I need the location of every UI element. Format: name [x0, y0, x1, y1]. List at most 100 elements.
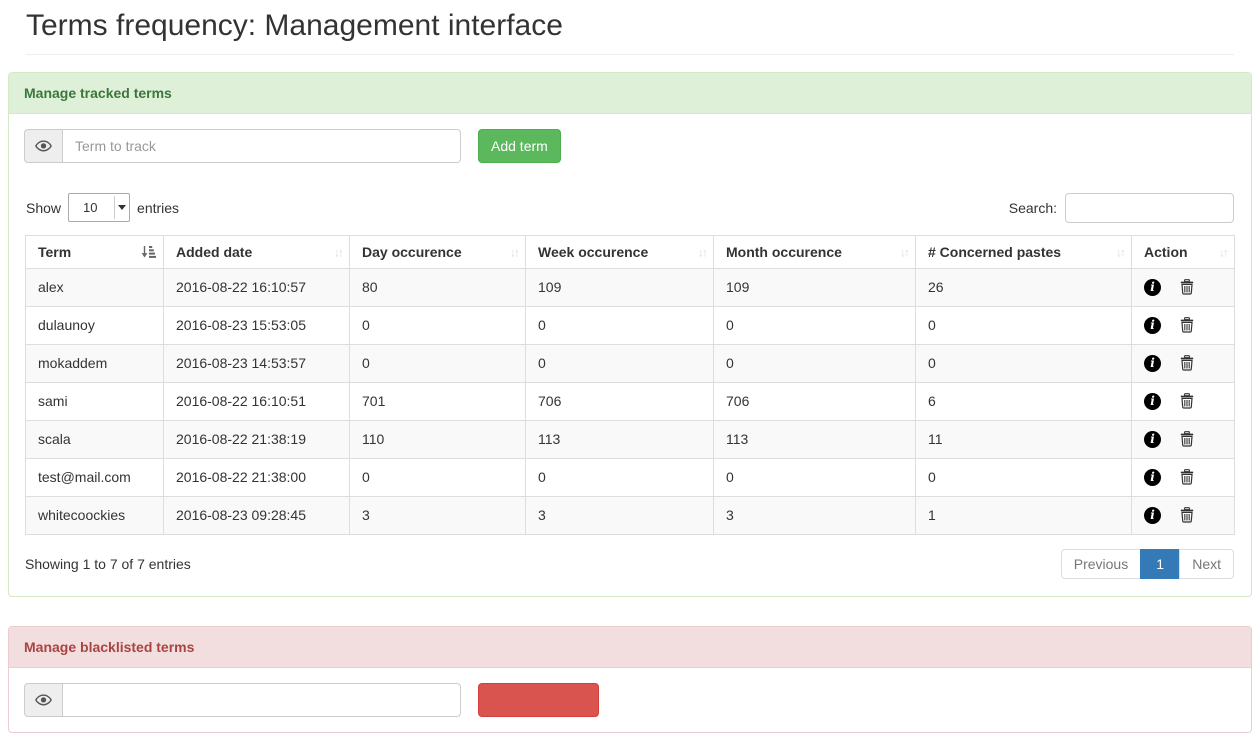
pagination-next-button[interactable]: Next: [1179, 548, 1234, 579]
term-input[interactable]: [62, 128, 461, 163]
term-cell: scala: [25, 419, 164, 459]
delete-term-button[interactable]: [1180, 355, 1194, 371]
concerned-pastes-cell: 0: [915, 457, 1132, 497]
column-header-month-occurence[interactable]: Month occurence ↓↑: [713, 234, 916, 269]
add-term-row: Add term: [24, 128, 1236, 163]
table-row: sami 2016-08-22 16:10:51 701 706 706 6 i: [25, 381, 1235, 421]
table-row: test@mail.com 2016-08-22 21:38:00 0 0 0 0 i: [25, 457, 1235, 497]
page-length-select-wrap: 10: [68, 193, 131, 222]
sort-both-icon: ↓↑: [1116, 245, 1126, 259]
added-date-cell: 2016-08-23 14:53:57: [163, 343, 350, 383]
pagination: Previous 1 Next: [1060, 548, 1234, 579]
table-header-row: Term Added date ↓↑ Day occurence ↓↑ Week occu…: [25, 234, 1235, 269]
term-cell: mokaddem: [25, 343, 164, 383]
action-cell: i: [1131, 343, 1235, 383]
add-term-button[interactable]: Add term: [478, 128, 561, 163]
info-circle-icon[interactable]: i: [1144, 392, 1161, 410]
trash-icon: [1180, 469, 1194, 485]
sort-both-icon: ↓↑: [510, 245, 520, 259]
day-occurence-cell: 0: [349, 343, 526, 383]
sort-both-icon: ↓↑: [900, 245, 910, 259]
table-row: mokaddem 2016-08-23 14:53:57 0 0 0 0 i: [25, 343, 1235, 383]
entries-label: entries: [137, 199, 180, 216]
day-occurence-cell: 701: [349, 381, 526, 421]
column-header-day-occurence[interactable]: Day occurence ↓↑: [349, 234, 526, 269]
title-divider: [26, 53, 1234, 55]
tracked-terms-table: Term Added date ↓↑ Day occurence ↓↑ Week occu…: [25, 234, 1235, 535]
sort-both-icon: ↓↑: [1219, 245, 1229, 259]
action-cell: i: [1131, 305, 1235, 345]
column-header-label: Week occurence: [538, 243, 649, 260]
term-cell: sami: [25, 381, 164, 421]
delete-term-button[interactable]: [1180, 431, 1194, 447]
table-row: dulaunoy 2016-08-23 15:53:05 0 0 0 0 i: [25, 305, 1235, 345]
concerned-pastes-cell: 26: [915, 267, 1132, 307]
added-date-cell: 2016-08-22 21:38:19: [163, 419, 350, 459]
table-controls: Show 10 entries Search:: [26, 192, 1234, 223]
concerned-pastes-cell: 6: [915, 381, 1132, 421]
add-blacklist-row: [24, 682, 1236, 717]
sort-both-icon: ↓↑: [698, 245, 708, 259]
action-cell: i: [1131, 457, 1235, 497]
page-length-select[interactable]: 10: [68, 193, 131, 222]
month-occurence-cell: 3: [713, 495, 916, 535]
delete-term-button[interactable]: [1180, 469, 1194, 485]
info-circle-icon[interactable]: i: [1144, 316, 1161, 334]
column-header-label: Action: [1144, 243, 1188, 260]
table-row: scala 2016-08-22 21:38:19 110 113 113 11 i: [25, 419, 1235, 459]
trash-icon: [1180, 317, 1194, 333]
info-circle-icon[interactable]: i: [1144, 430, 1161, 448]
term-input-addon: [24, 128, 62, 163]
info-circle-icon[interactable]: i: [1144, 468, 1161, 486]
column-header-added-date[interactable]: Added date ↓↑: [163, 234, 350, 269]
column-header-label: Month occurence: [726, 243, 842, 260]
blacklisted-terms-panel-heading: Manage blacklisted terms: [9, 626, 1251, 668]
week-occurence-cell: 109: [525, 267, 714, 307]
week-occurence-cell: 113: [525, 419, 714, 459]
show-label: Show: [26, 199, 62, 216]
week-occurence-cell: 0: [525, 457, 714, 497]
sort-both-icon: ↓↑: [334, 245, 344, 259]
table-search-control: Search:: [1008, 192, 1234, 223]
trash-icon: [1180, 431, 1194, 447]
month-occurence-cell: 0: [713, 343, 916, 383]
column-header-action[interactable]: Action ↓↑: [1131, 234, 1235, 269]
pagination-page-1-button[interactable]: 1: [1140, 548, 1181, 579]
eye-icon: [35, 693, 52, 705]
table-info: Showing 1 to 7 of 7 entries: [25, 555, 191, 572]
delete-term-button[interactable]: [1180, 317, 1194, 333]
concerned-pastes-cell: 0: [915, 343, 1132, 383]
info-circle-icon[interactable]: i: [1144, 354, 1161, 372]
added-date-cell: 2016-08-22 16:10:51: [163, 381, 350, 421]
action-cell: i: [1131, 419, 1235, 459]
search-input[interactable]: [1065, 192, 1234, 223]
blacklisted-terms-panel: Manage blacklisted terms: [8, 625, 1252, 733]
table-row: whitecoockies 2016-08-23 09:28:45 3 3 3 1 i: [25, 495, 1235, 535]
blacklist-term-input[interactable]: [62, 682, 461, 717]
search-label: Search:: [1008, 199, 1057, 216]
column-header-term[interactable]: Term: [25, 234, 164, 269]
page-title: Terms frequency: Management interface: [26, 9, 563, 42]
column-header-label: Added date: [176, 243, 253, 260]
delete-term-button[interactable]: [1180, 393, 1194, 409]
delete-term-button[interactable]: [1180, 507, 1194, 523]
action-cell: i: [1131, 267, 1235, 307]
column-header-label: Term: [38, 243, 72, 260]
blacklist-input-group: [24, 682, 461, 717]
info-circle-icon[interactable]: i: [1144, 506, 1161, 524]
table-footer: Showing 1 to 7 of 7 entries Previous 1 N…: [25, 548, 1234, 579]
column-header-concerned-pastes[interactable]: # Concerned pastes ↓↑: [915, 234, 1132, 269]
blacklist-term-button[interactable]: [478, 682, 599, 717]
delete-term-button[interactable]: [1180, 279, 1194, 295]
pagination-previous-button[interactable]: Previous: [1060, 548, 1142, 579]
added-date-cell: 2016-08-22 21:38:00: [163, 457, 350, 497]
trash-icon: [1180, 507, 1194, 523]
term-cell: test@mail.com: [25, 457, 164, 497]
month-occurence-cell: 109: [713, 267, 916, 307]
column-header-week-occurence[interactable]: Week occurence ↓↑: [525, 234, 714, 269]
sort-amount-asc-icon: [141, 245, 156, 258]
column-header-label: Day occurence: [362, 243, 462, 260]
trash-icon: [1180, 279, 1194, 295]
info-circle-icon[interactable]: i: [1144, 278, 1161, 296]
table-row: alex 2016-08-22 16:10:57 80 109 109 26 i: [25, 267, 1235, 307]
